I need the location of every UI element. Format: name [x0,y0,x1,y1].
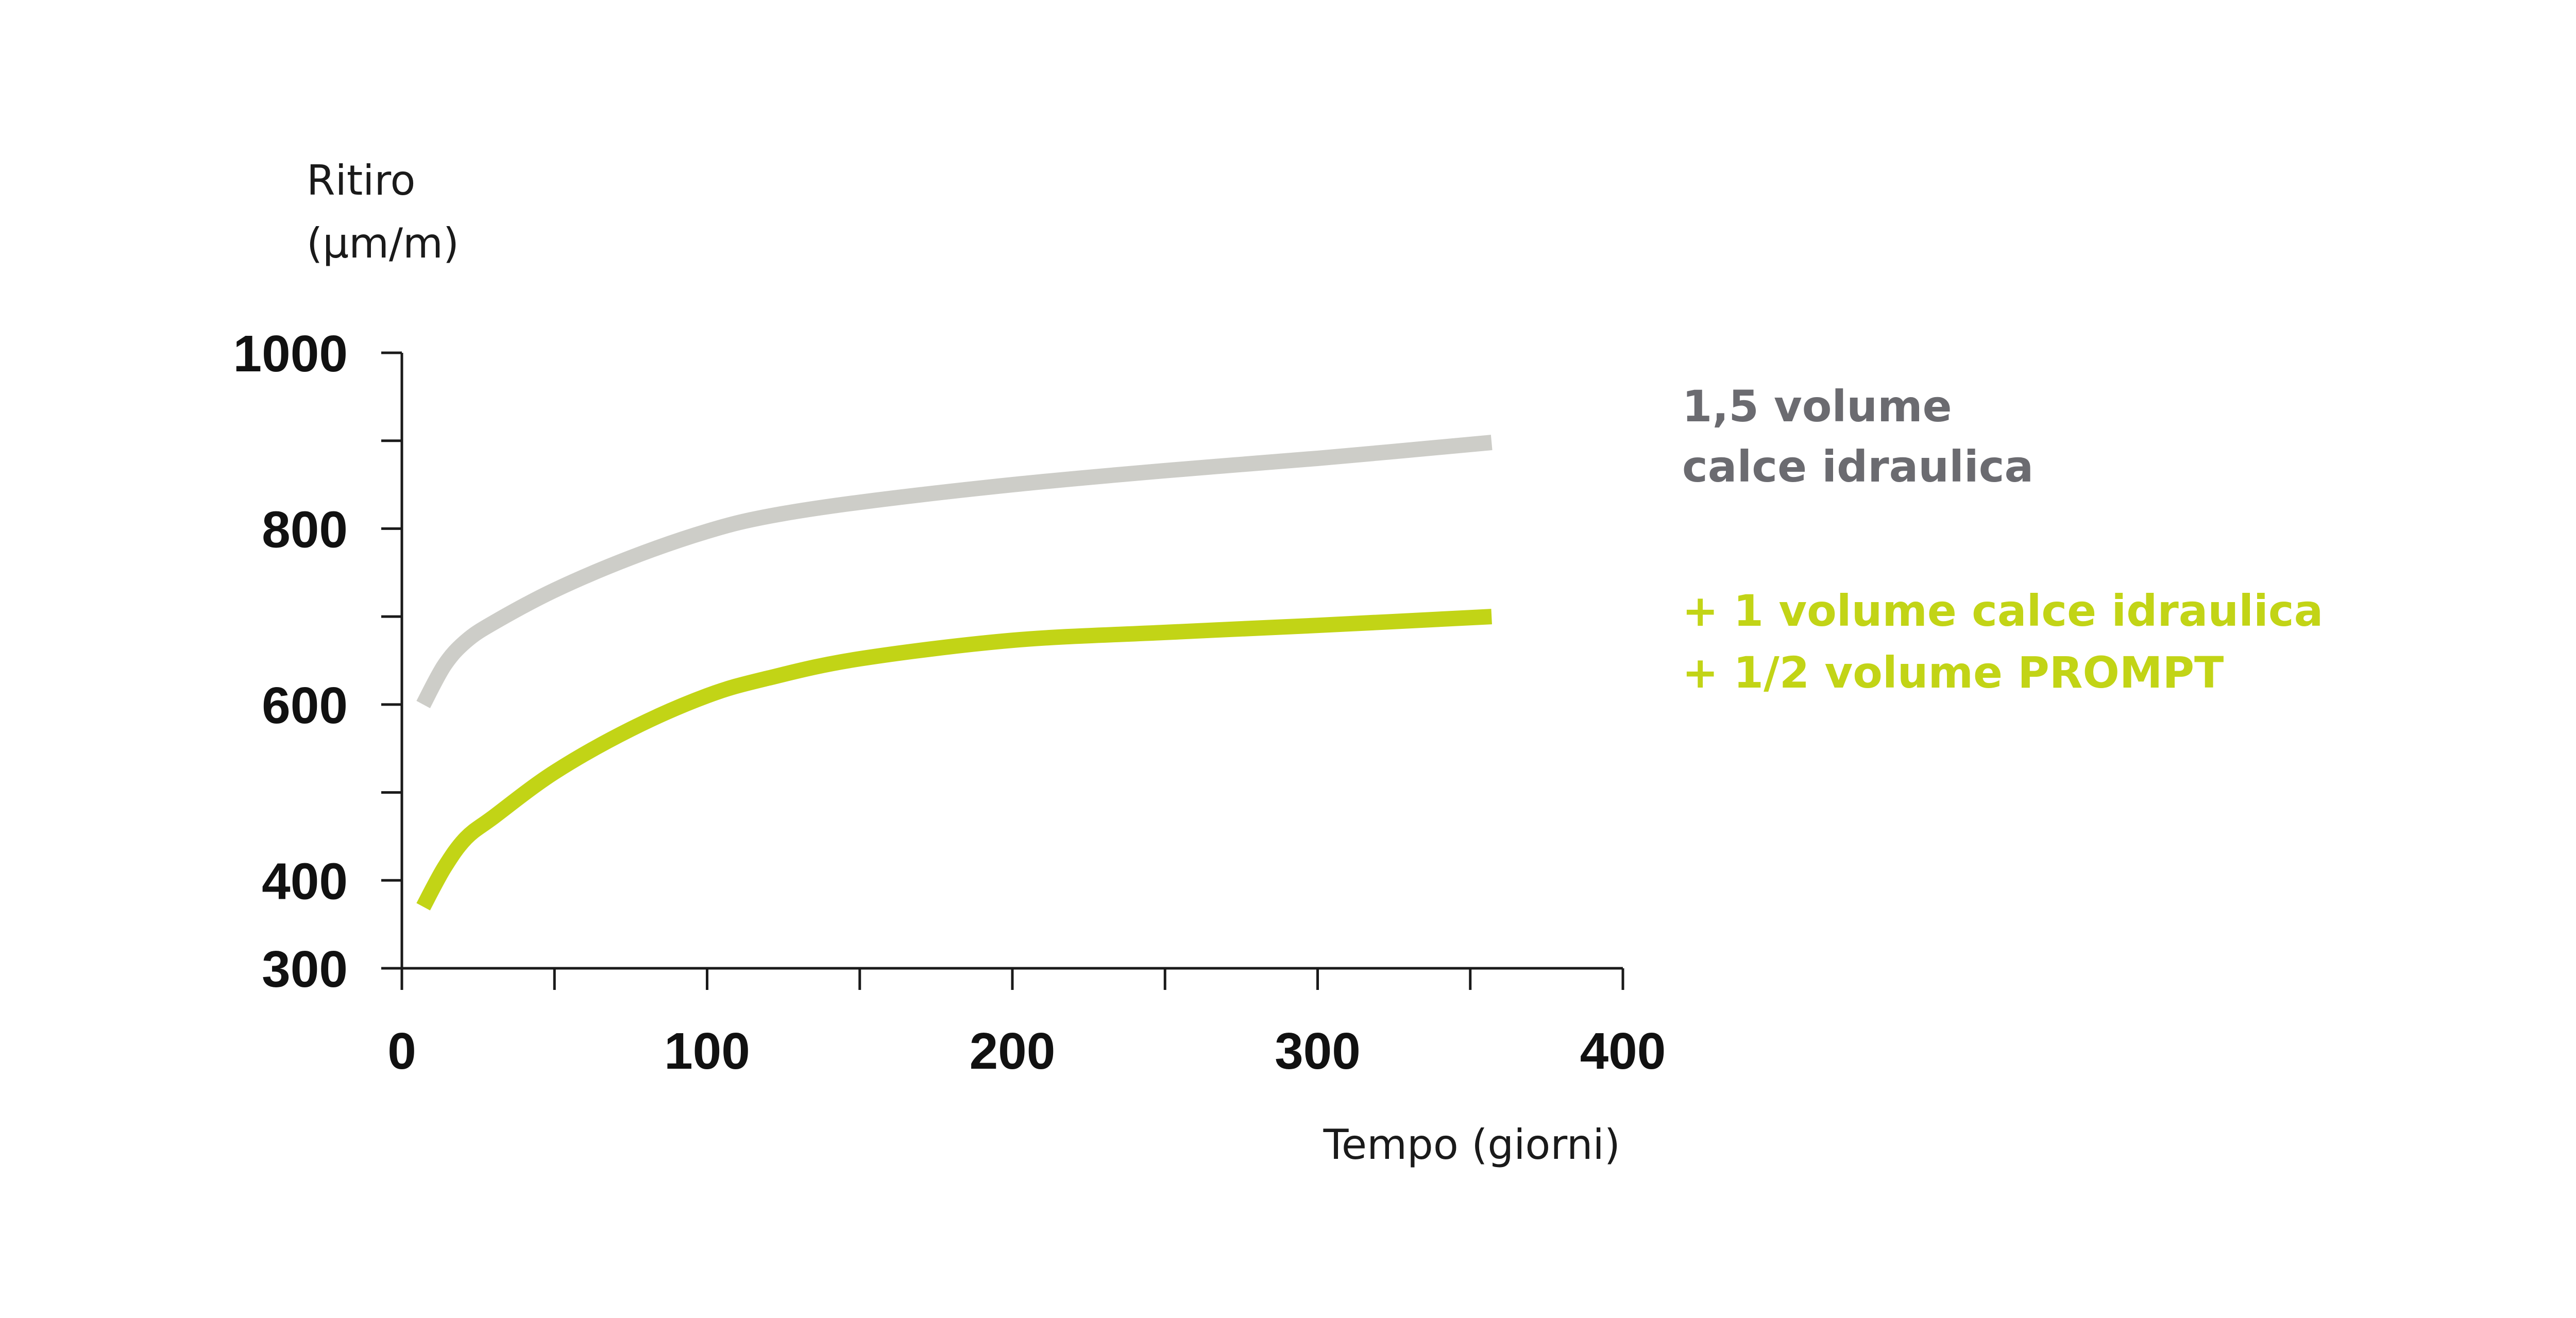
series-line-2 [416,609,1492,911]
x-axis-title: Tempo (giorni) [1323,1121,1620,1169]
legend-series-2-line-2: + 1/2 volume PROMPT [1682,647,2224,698]
y-tick-label-600: 600 [262,677,348,734]
x-tick-label-200: 200 [970,1022,1056,1080]
y-tick-label-400: 400 [262,852,348,910]
y-tick-label-1000: 1000 [233,325,348,383]
x-tick-label-0: 0 [387,1022,416,1080]
y-tick-label-300: 300 [262,940,348,998]
x-tick-label-400: 400 [1580,1022,1666,1080]
y-axis-title-line-1: Ritiro [307,157,415,204]
x-tick-label-100: 100 [664,1022,750,1080]
legend-series-1-line-2: calce idraulica [1682,441,2033,492]
y-tick-label-800: 800 [262,501,348,558]
legend: 1,5 volume calce idraulica + 1 volume ca… [1682,381,2323,698]
tick-labels: 300 400 600 800 1000 0 100 200 300 400 [233,325,1666,1080]
legend-series-1-line-1: 1,5 volume [1682,381,1952,432]
legend-series-2-line-1: + 1 volume calce idraulica [1682,586,2323,636]
ticks [381,351,1624,990]
x-tick-label-300: 300 [1275,1022,1361,1080]
series [416,435,1493,911]
series-line-1 [416,435,1493,709]
y-axis-title-line-2: (µm/m) [307,219,459,267]
